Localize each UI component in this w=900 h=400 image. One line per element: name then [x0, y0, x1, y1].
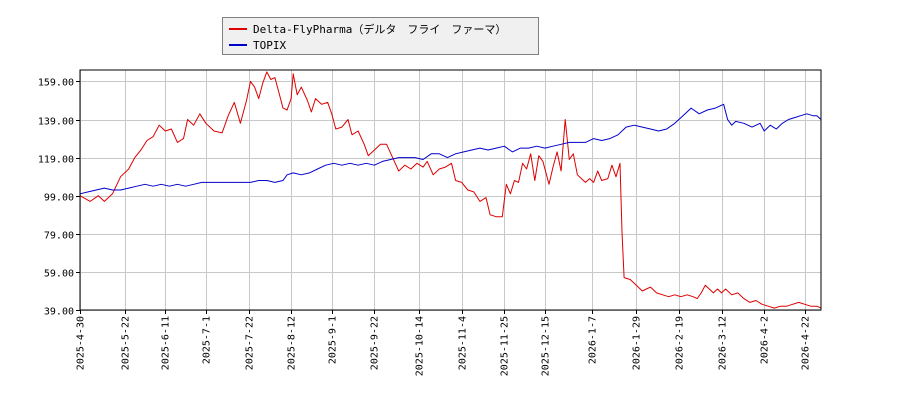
plot-area-frame [79, 69, 822, 311]
legend-entry-topix: TOPIX [229, 37, 286, 53]
y-tick-label: 39.00 [44, 307, 74, 318]
x-tick-label: 2025-11-4 [458, 316, 469, 370]
grid-lines [80, 70, 821, 311]
x-tick-label: 2025-7-1 [202, 316, 213, 364]
x-tick-label: 2026-1-7 [588, 316, 599, 364]
series-lines [79, 71, 822, 309]
x-tick-label: 2025-5-22 [121, 316, 132, 370]
x-tick-label: 2025-10-14 [415, 316, 426, 376]
x-tick-label: 2025-7-22 [245, 316, 256, 370]
y-tick-label: 59.00 [44, 269, 74, 280]
x-tick-label: 2025-12-15 [541, 316, 552, 376]
x-tick-label: 2026-3-12 [718, 316, 729, 370]
series-line-topix [79, 103, 822, 195]
x-tick-label: 2025-4-30 [76, 316, 87, 370]
x-tick-label: 2025-9-22 [370, 316, 381, 370]
x-tick-label: 2025-8-12 [287, 316, 298, 370]
y-tick-label: 79.00 [44, 231, 74, 242]
y-tick-label: 139.00 [38, 117, 74, 128]
y-tick-label: 99.00 [44, 193, 74, 204]
x-tick-label: 2026-4-2 [760, 316, 771, 364]
legend-entry-delta-flypharma: Delta-FlyPharma（デルタ フライ ファーマ） [229, 21, 506, 37]
x-tick-label: 2025-11-25 [500, 316, 511, 376]
y-tick-label: 159.00 [38, 78, 74, 89]
x-tick-label: 2026-2-19 [675, 316, 686, 370]
x-tick-label: 2026-1-29 [632, 316, 643, 370]
x-tick-label: 2026-4-22 [801, 316, 812, 370]
legend-swatch-red [229, 28, 247, 30]
y-axis-ticks: 39.00 59.00 79.00 99.00 119.00 139.00 159.00 [38, 78, 80, 318]
legend-label-topix: TOPIX [253, 38, 287, 52]
x-axis-ticks: 2025-4-30 2025-5-22 2025-6-11 2025-7-1 2025-… [76, 310, 812, 376]
x-tick-label: 2025-9-1 [328, 316, 339, 364]
chart-legend: Delta-FlyPharma（デルタ フライ ファーマ） TOPIX [222, 17, 539, 55]
legend-label-delta-flypharma: Delta-FlyPharma（デルタ フライ ファーマ） [253, 23, 507, 36]
legend-swatch-blue [229, 44, 247, 46]
y-tick-label: 119.00 [38, 155, 74, 166]
series-line-delta-flypharma [79, 71, 822, 309]
x-tick-label: 2025-6-11 [161, 316, 172, 370]
